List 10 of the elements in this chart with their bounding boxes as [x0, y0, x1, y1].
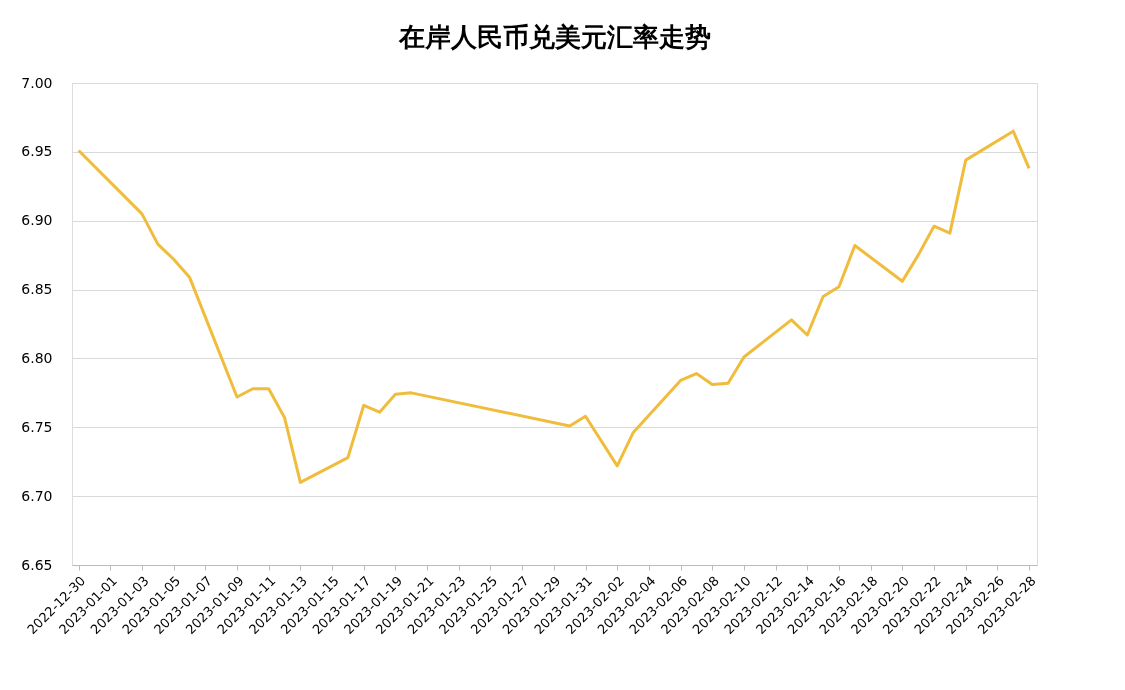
y-tick-label: 6.75 — [21, 418, 53, 435]
y-tick-label: 6.85 — [21, 281, 53, 298]
y-tick-label: 6.80 — [21, 349, 53, 366]
y-tick-label: 7.00 — [21, 74, 53, 91]
chart-title: 在岸人民币兑美元汇率走势 — [397, 22, 711, 52]
y-tick-label: 6.95 — [21, 143, 53, 160]
y-tick-label: 6.65 — [21, 556, 53, 573]
y-tick-label: 6.70 — [21, 487, 53, 504]
y-tick-label: 6.90 — [21, 212, 53, 229]
line-series — [77, 129, 1031, 484]
